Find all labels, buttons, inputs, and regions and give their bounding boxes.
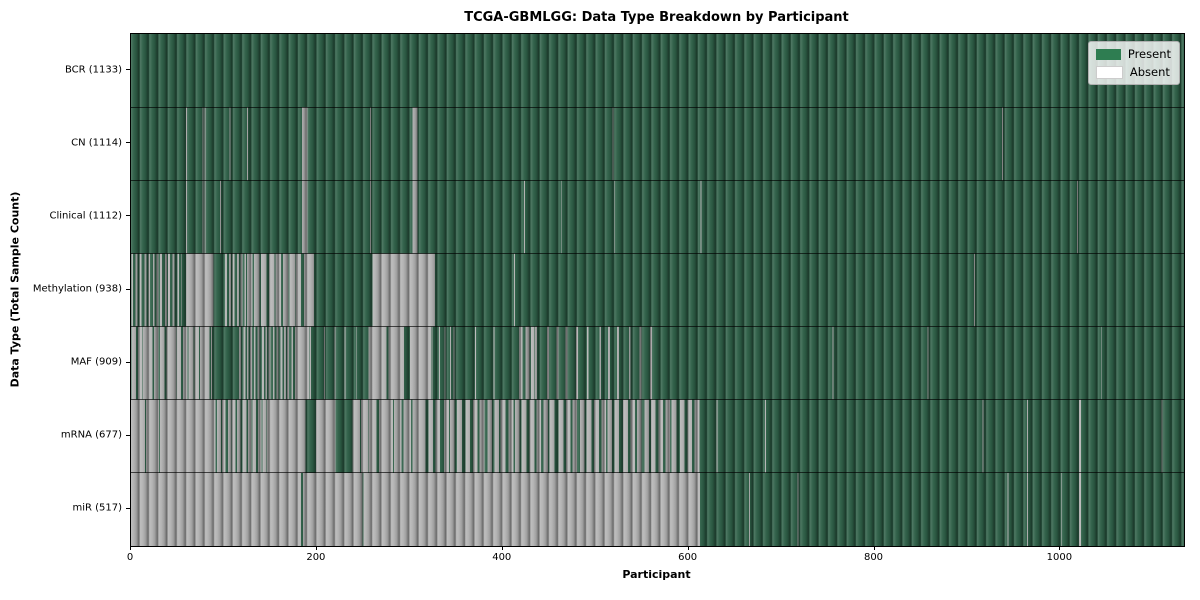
legend: Present Absent [1087, 41, 1180, 85]
x-tick-label: 1000 [1046, 552, 1073, 563]
y-tick-mark [126, 288, 130, 290]
x-tick-mark [130, 546, 131, 550]
y-tick-mark [126, 215, 130, 217]
x-tick-label: 0 [126, 552, 134, 563]
x-tick-mark [873, 546, 875, 550]
row-label-bcr: BCR (1133) [64, 64, 122, 76]
x-tick-mark [1059, 546, 1061, 550]
row-label-methylation: Methylation (938) [32, 283, 122, 295]
y-tick-mark [126, 69, 130, 71]
y-tick-mark [126, 434, 130, 436]
legend-present-label: Present [1127, 47, 1171, 61]
row-label-cn: CN (1114) [71, 137, 122, 149]
row-label-maf: MAF (909) [70, 356, 122, 368]
presence-matrix [131, 34, 1184, 546]
x-tick-label: 400 [492, 552, 512, 563]
legend-item-absent: Absent [1095, 65, 1171, 79]
row-label-mir: miR (517) [72, 502, 122, 514]
x-tick-label: 600 [678, 552, 698, 563]
x-tick-label: 200 [306, 552, 326, 563]
y-tick-mark [126, 142, 130, 144]
legend-absent-label: Absent [1129, 65, 1170, 79]
legend-item-present: Present [1095, 47, 1171, 61]
x-tick-label: 800 [863, 552, 884, 563]
row-label-clinical: Clinical (1112) [49, 210, 123, 222]
x-tick-mark [315, 546, 317, 550]
chart-title: TCGA-GBMLGG: Data Type Breakdown by Part… [464, 10, 849, 25]
absent-swatch [1095, 65, 1123, 79]
x-axis-title: Participant [622, 568, 691, 581]
plot-area: Present Absent [130, 33, 1185, 547]
y-tick-mark [126, 361, 130, 363]
x-tick-mark [687, 546, 689, 550]
y-tick-mark [126, 507, 130, 509]
x-tick-mark [501, 546, 503, 550]
present-swatch [1095, 48, 1121, 60]
row-label-mrna: mRNA (677) [60, 429, 122, 441]
